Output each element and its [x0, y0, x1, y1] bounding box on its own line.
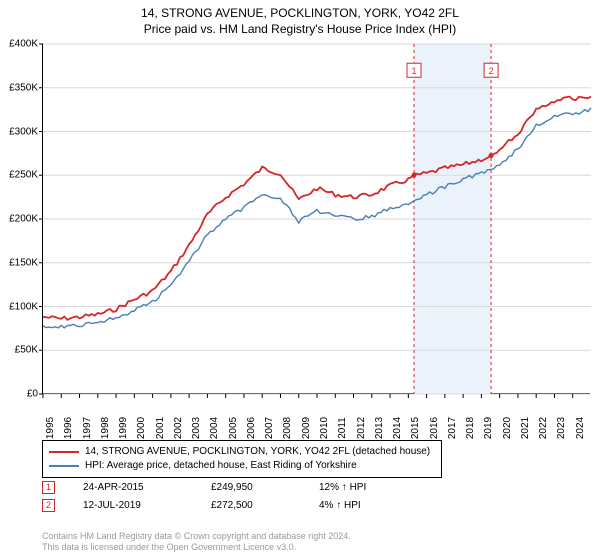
y-tick-label: £100K — [9, 301, 38, 312]
x-tick-label: 2013 — [374, 417, 385, 439]
legend-item: 14, STRONG AVENUE, POCKLINGTON, YORK, YO… — [49, 445, 435, 459]
x-tick-label: 2010 — [319, 417, 330, 439]
transaction-date: 12-JUL-2019 — [83, 500, 183, 511]
legend-label: HPI: Average price, detached house, East… — [85, 459, 357, 473]
y-tick-label: £150K — [9, 257, 38, 268]
x-tick-label: 2011 — [337, 417, 348, 439]
y-axis-labels: £0£50K£100K£150K£200K£250K£300K£350K£400… — [0, 44, 40, 394]
title-main: 14, STRONG AVENUE, POCKLINGTON, YORK, YO… — [0, 6, 600, 22]
x-tick-label: 2012 — [356, 417, 367, 439]
x-tick-label: 2009 — [301, 417, 312, 439]
x-tick-label: 2019 — [483, 417, 494, 439]
transaction-price: £272,500 — [211, 500, 291, 511]
x-tick-label: 2022 — [538, 417, 549, 439]
x-tick-label: 1999 — [118, 417, 129, 439]
y-tick-label: £300K — [9, 126, 38, 137]
y-tick-label: £200K — [9, 214, 38, 225]
transaction-marker: 2 — [42, 499, 55, 512]
y-tick-label: £350K — [9, 82, 38, 93]
x-tick-label: 2001 — [155, 417, 166, 439]
x-tick-label: 2016 — [429, 417, 440, 439]
x-tick-label: 2015 — [410, 417, 421, 439]
chart-svg: 12 — [43, 44, 591, 394]
x-tick-label: 2005 — [228, 417, 239, 439]
x-tick-label: 2024 — [575, 417, 586, 439]
transactions-table: 1 24-APR-2015 £249,950 12% ↑ HPI 2 12-JUL-201… — [42, 478, 366, 514]
x-tick-label: 2007 — [264, 417, 275, 439]
footer-line-1: Contains HM Land Registry data © Crown c… — [42, 531, 351, 543]
titles: 14, STRONG AVENUE, POCKLINGTON, YORK, YO… — [0, 0, 600, 37]
transaction-row: 2 12-JUL-2019 £272,500 4% ↑ HPI — [42, 496, 366, 514]
chart-container: 14, STRONG AVENUE, POCKLINGTON, YORK, YO… — [0, 0, 600, 560]
x-tick-label: 2021 — [520, 417, 531, 439]
legend-item: HPI: Average price, detached house, East… — [49, 459, 435, 473]
x-tick-label: 1995 — [45, 417, 56, 439]
transaction-row: 1 24-APR-2015 £249,950 12% ↑ HPI — [42, 478, 366, 496]
x-tick-label: 2018 — [465, 417, 476, 439]
transaction-pct: 12% ↑ HPI — [319, 482, 366, 493]
x-tick-label: 2017 — [447, 417, 458, 439]
transaction-price: £249,950 — [211, 482, 291, 493]
svg-text:2: 2 — [489, 66, 494, 76]
legend-swatch — [49, 451, 79, 453]
y-tick-label: £50K — [15, 345, 38, 356]
x-tick-label: 2000 — [136, 417, 147, 439]
y-tick-label: £250K — [9, 170, 38, 181]
title-subtitle: Price paid vs. HM Land Registry's House … — [0, 22, 600, 38]
plot-area: 12 — [42, 44, 590, 394]
legend-swatch — [49, 465, 79, 467]
footer-line-2: This data is licensed under the Open Gov… — [42, 542, 351, 554]
legend: 14, STRONG AVENUE, POCKLINGTON, YORK, YO… — [42, 440, 442, 478]
y-tick-label: £0 — [27, 389, 38, 400]
x-tick-label: 2020 — [502, 417, 513, 439]
x-tick-label: 2006 — [246, 417, 257, 439]
x-tick-label: 2008 — [282, 417, 293, 439]
footer: Contains HM Land Registry data © Crown c… — [42, 531, 351, 554]
transaction-date: 24-APR-2015 — [83, 482, 183, 493]
x-tick-label: 1997 — [82, 417, 93, 439]
y-tick-label: £400K — [9, 39, 38, 50]
transaction-marker: 1 — [42, 481, 55, 494]
x-tick-label: 2003 — [191, 417, 202, 439]
x-tick-label: 2023 — [556, 417, 567, 439]
x-tick-label: 2002 — [173, 417, 184, 439]
x-tick-label: 1998 — [100, 417, 111, 439]
svg-text:1: 1 — [411, 66, 416, 76]
x-tick-label: 2014 — [392, 417, 403, 439]
x-tick-label: 1996 — [63, 417, 74, 439]
transaction-pct: 4% ↑ HPI — [319, 500, 361, 511]
x-tick-label: 2004 — [209, 417, 220, 439]
legend-label: 14, STRONG AVENUE, POCKLINGTON, YORK, YO… — [85, 445, 430, 459]
